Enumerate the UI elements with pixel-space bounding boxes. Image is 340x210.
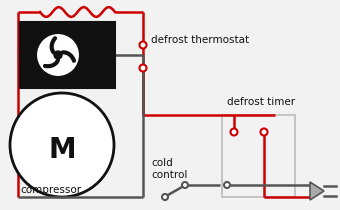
Text: cold
control: cold control xyxy=(151,158,187,180)
Bar xyxy=(20,22,115,88)
Circle shape xyxy=(231,129,238,135)
Polygon shape xyxy=(310,182,324,200)
Circle shape xyxy=(139,64,147,71)
Text: compressor: compressor xyxy=(20,185,81,195)
Circle shape xyxy=(54,51,62,59)
Circle shape xyxy=(182,182,188,188)
Text: defrost thermostat: defrost thermostat xyxy=(151,35,249,45)
Circle shape xyxy=(10,93,114,197)
Text: fan motor: fan motor xyxy=(23,75,74,85)
Bar xyxy=(222,115,295,197)
Text: defrost heater: defrost heater xyxy=(30,28,104,38)
Text: defrost timer: defrost timer xyxy=(227,97,295,107)
Circle shape xyxy=(139,42,147,49)
Circle shape xyxy=(36,33,80,77)
Circle shape xyxy=(224,182,230,188)
Text: M: M xyxy=(48,136,76,164)
Circle shape xyxy=(162,194,168,200)
Circle shape xyxy=(260,129,268,135)
